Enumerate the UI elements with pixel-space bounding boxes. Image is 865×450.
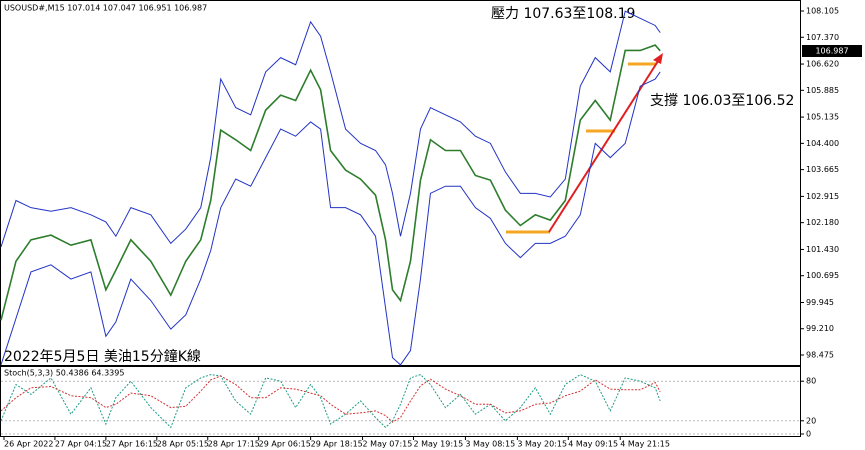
x-tick-label: 3 May 08:15	[465, 440, 515, 449]
series-line	[0, 44, 661, 321]
x-tick-label: 2 May 19:15	[413, 440, 463, 449]
series-line	[0, 71, 661, 366]
series-line	[0, 375, 661, 423]
y-tick-label: 105.135	[806, 113, 839, 122]
x-tick-label: 3 May 20:15	[517, 440, 567, 449]
x-tick-label: 27 Apr 16:15	[106, 440, 158, 449]
x-tick-label: 4 May 21:15	[620, 440, 670, 449]
y-tick-label: 101.430	[806, 245, 839, 254]
annotation: 壓力 107.63至108.19	[491, 6, 635, 22]
y-tick-label: 105.885	[806, 86, 839, 95]
last-price: 106.987	[815, 47, 848, 56]
y-tick-label: 98.475	[806, 350, 834, 359]
x-tick-label: 28 Apr 05:15	[157, 440, 209, 449]
y-tick-label: 102.180	[806, 218, 839, 227]
symbol-header: USOUSD#,M15 107.014 107.047 106.951 106.…	[4, 4, 207, 13]
y-tick-label: 108.105	[806, 7, 839, 16]
x-tick-label: 29 Apr 18:15	[311, 440, 363, 449]
annotation: 支撐 106.03至106.52	[650, 93, 794, 109]
y-tick-label: 0	[806, 430, 811, 439]
x-tick-label: 29 Apr 06:15	[259, 440, 311, 449]
series-line	[0, 374, 661, 429]
y-tick-label: 106.620	[806, 60, 839, 69]
y-tick-label: 107.370	[806, 33, 839, 42]
x-tick-label: 2 May 07:15	[363, 440, 413, 449]
x-tick-label: 4 May 09:15	[568, 440, 618, 449]
y-tick-label: 20	[806, 416, 816, 425]
series-line	[0, 10, 661, 248]
stoch-panel	[0, 366, 801, 437]
y-tick-label: 103.665	[806, 165, 839, 174]
arrow-head	[653, 53, 663, 64]
stoch-header: Stoch(5,3,3) 50.4386 64.3395	[4, 369, 124, 378]
x-tick-label: 27 Apr 04:15	[55, 440, 107, 449]
y-tick-label: 99.945	[806, 298, 834, 307]
main-panel	[0, 0, 801, 366]
y-tick-label: 99.210	[806, 324, 834, 333]
y-tick-label: 100.695	[806, 271, 839, 280]
y-tick-label: 102.915	[806, 192, 839, 201]
trend-arrow	[548, 57, 661, 233]
y-tick-label: 80	[806, 377, 816, 386]
x-tick-label: 28 Apr 17:15	[208, 440, 260, 449]
x-tick-label: 26 Apr 2022	[4, 440, 53, 449]
annotation: 2022年5月5日 美油15分鐘K線	[4, 348, 201, 365]
y-tick-label: 104.400	[806, 139, 839, 148]
last-price-box	[802, 45, 862, 57]
